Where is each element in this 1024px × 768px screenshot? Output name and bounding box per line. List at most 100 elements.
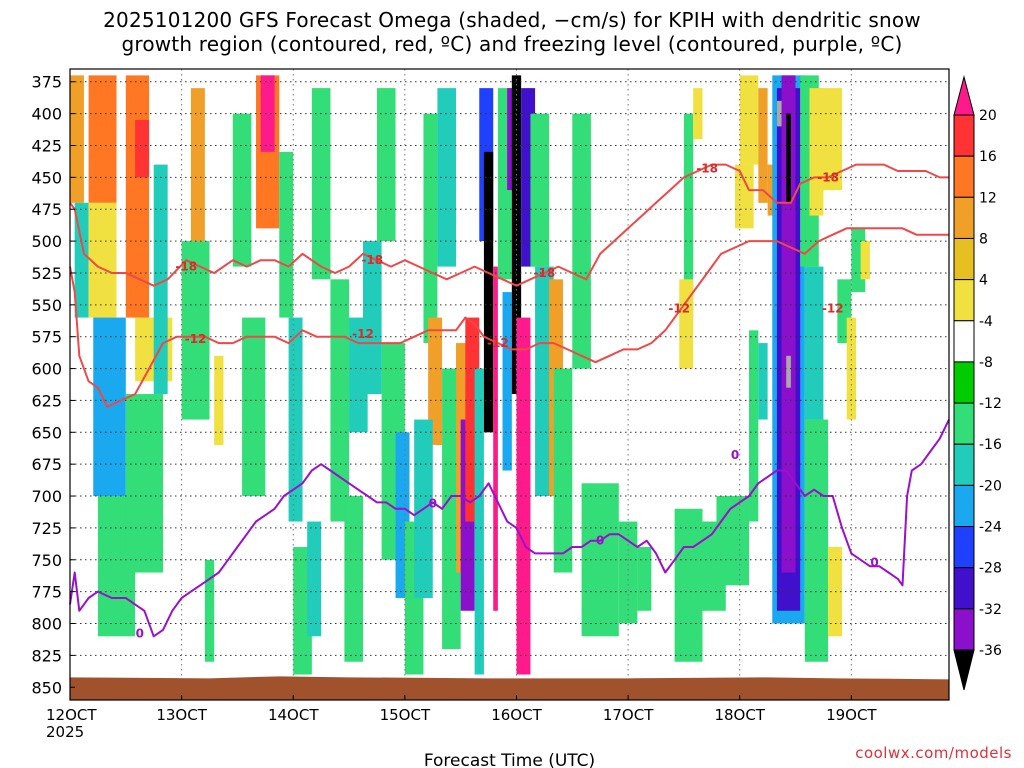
colorbar-label: -20 <box>979 478 1002 494</box>
omega-cell <box>804 266 824 420</box>
omega-cell <box>776 100 782 127</box>
x-tick-label: 18OCT <box>714 706 765 724</box>
dgz-minus12-line <box>69 227 949 408</box>
contour-lines <box>69 163 950 638</box>
y-tick-label: 825 <box>31 646 62 665</box>
x-tick-label: 12OCT <box>46 706 97 724</box>
dgz-minus18-line <box>69 163 949 287</box>
y-tick-label: 725 <box>31 519 62 538</box>
omega-cell <box>735 164 754 229</box>
omega-cell <box>311 88 331 280</box>
colorbar-label: -24 <box>979 520 1002 536</box>
colorbar-label: -32 <box>979 602 1002 618</box>
y-tick-label: 400 <box>31 105 62 124</box>
omega-cell <box>493 266 498 611</box>
y-tick-label: 550 <box>31 296 62 315</box>
colorbar-label: 12 <box>979 190 997 206</box>
y-tick-label: 575 <box>31 328 62 347</box>
colorbar-segment <box>953 237 975 281</box>
y-tick-label: 800 <box>31 615 62 634</box>
x-tick-label: 17OCT <box>603 706 654 724</box>
y-tick-label: 475 <box>31 200 62 219</box>
y-tick-label: 650 <box>31 423 62 442</box>
omega-cell <box>786 355 791 388</box>
colorbar-label: -36 <box>979 643 1002 659</box>
terrain-band <box>70 676 949 700</box>
omega-cell <box>758 88 768 203</box>
y-tick-label: 425 <box>31 136 62 155</box>
colorbar-segment <box>953 114 975 157</box>
omega-cell <box>637 547 652 611</box>
grid-lines <box>70 69 949 700</box>
omega-cell <box>786 113 791 203</box>
colorbar-label: -8 <box>979 355 993 371</box>
omega-cell <box>516 317 531 675</box>
y-tick-label: 525 <box>31 264 62 283</box>
omega-cell <box>376 88 396 242</box>
colorbar-label: -4 <box>979 314 993 330</box>
omega-cell <box>739 75 759 165</box>
omega-cell <box>683 113 694 318</box>
colorbar-segment <box>953 279 975 322</box>
omega-cell <box>363 241 382 395</box>
omega-cell <box>530 113 550 267</box>
contour-label: -18 <box>175 260 197 274</box>
x-tick-label: 14OCT <box>268 706 319 724</box>
chart-title-line-1: 2025101200 GFS Forecast Omega (shaded, −… <box>103 8 921 32</box>
chart-title-line-2: growth region (contoured, red, ºC) and f… <box>121 32 903 56</box>
colorbar-segment <box>953 567 975 610</box>
omega-cell <box>428 317 443 446</box>
colorbar: 20 16 12 8 4 -4 -8 -12 -16 -20 -24 -28 -32 -36 <box>953 75 1002 691</box>
omega-cell <box>70 75 84 203</box>
colorbar-label: -12 <box>979 396 1002 412</box>
contour-label: 0 <box>870 555 878 569</box>
omega-cell <box>618 521 638 624</box>
omega-cell <box>204 559 215 662</box>
omega-cell <box>214 355 224 446</box>
colorbar-label: 20 <box>979 108 997 124</box>
contour-label: -12 <box>487 336 509 350</box>
colorbar-segment <box>953 320 975 363</box>
colorbar-segment <box>953 361 975 404</box>
omega-cell <box>502 292 512 471</box>
y-tick-label: 750 <box>31 551 62 570</box>
y-tick-label: 500 <box>31 232 62 251</box>
colorbar-top-arrow <box>953 75 975 116</box>
omega-cell <box>135 119 150 178</box>
omega-cell <box>88 202 117 318</box>
y-tick-label: 450 <box>31 168 62 187</box>
x-tick-label: 13OCT <box>156 706 207 724</box>
colorbar-bottom-arrow <box>953 649 975 691</box>
contour-label: 0 <box>731 448 739 462</box>
contour-label: 0 <box>136 627 144 641</box>
axes: 375 400 425 450 475 500 525 550 575 600 625 650 675 7… <box>31 73 877 768</box>
x-tick-label: 15OCT <box>380 706 431 724</box>
colorbar-label: -28 <box>979 561 1002 577</box>
x-axis-title: Forecast Time (UTC) <box>424 751 595 768</box>
colorbar-label: -16 <box>979 437 1002 453</box>
omega-cell <box>307 521 322 637</box>
contour-label: 0 <box>429 497 437 511</box>
omega-cell <box>423 113 438 344</box>
terrain-band <box>70 676 949 700</box>
colorbar-segment <box>953 526 975 569</box>
omega-cell <box>437 88 457 267</box>
omega-cell <box>679 279 694 369</box>
y-tick-label: 600 <box>31 360 62 379</box>
omega-cell <box>190 88 205 242</box>
credit-text: coolwx.com/models <box>855 744 1012 762</box>
contour-label: -18 <box>361 253 383 267</box>
plot-frame <box>69 68 950 701</box>
freezing-level-line <box>69 419 950 638</box>
omega-cell <box>330 279 350 522</box>
omega-cell <box>74 202 89 318</box>
contour-label: -12 <box>822 302 844 316</box>
omega-cell <box>344 496 363 662</box>
omega-cell <box>242 317 266 497</box>
contour-label: -12 <box>185 332 207 346</box>
y-tick-label: 850 <box>31 678 62 697</box>
omega-cell <box>474 368 484 675</box>
colorbar-label: 4 <box>979 273 988 289</box>
colorbar-segment <box>953 484 975 528</box>
